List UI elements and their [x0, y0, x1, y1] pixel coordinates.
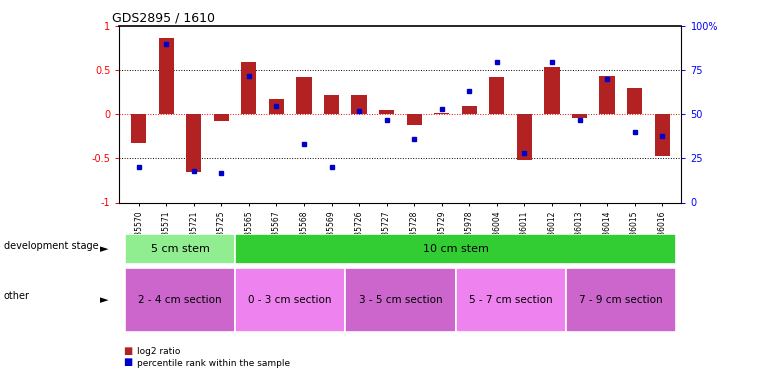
Bar	[186, 114, 201, 172]
Bar	[627, 88, 642, 114]
Text: GDS2895 / 1610: GDS2895 / 1610	[112, 11, 215, 24]
Text: log2 ratio: log2 ratio	[137, 347, 180, 356]
Bar	[462, 106, 477, 114]
Text: development stage: development stage	[4, 241, 99, 250]
Text: ■: ■	[123, 346, 132, 356]
Text: 7 - 9 cm section: 7 - 9 cm section	[579, 295, 663, 305]
Text: ►: ►	[100, 244, 109, 254]
Bar	[324, 95, 339, 114]
Bar	[600, 76, 614, 114]
Bar	[235, 234, 676, 264]
Bar	[434, 112, 450, 114]
Bar	[654, 114, 670, 156]
Bar	[296, 77, 312, 114]
Text: 2 - 4 cm section: 2 - 4 cm section	[138, 295, 222, 305]
Bar	[125, 234, 235, 264]
Bar	[269, 99, 284, 114]
Text: ■: ■	[123, 357, 132, 368]
Bar	[517, 114, 532, 160]
Bar	[456, 268, 566, 332]
Text: other: other	[4, 291, 30, 301]
Bar	[566, 268, 676, 332]
Text: ►: ►	[100, 295, 109, 305]
Text: 5 cm stem: 5 cm stem	[150, 244, 209, 254]
Text: 3 - 5 cm section: 3 - 5 cm section	[359, 295, 442, 305]
Text: 5 - 7 cm section: 5 - 7 cm section	[469, 295, 552, 305]
Bar	[159, 38, 174, 114]
Bar	[345, 268, 456, 332]
Text: percentile rank within the sample: percentile rank within the sample	[137, 358, 290, 368]
Bar	[407, 114, 422, 125]
Bar	[379, 110, 394, 114]
Bar	[351, 95, 367, 114]
Bar	[125, 268, 235, 332]
Bar	[544, 67, 560, 114]
Bar	[131, 114, 146, 144]
Text: 0 - 3 cm section: 0 - 3 cm section	[249, 295, 332, 305]
Bar	[235, 268, 345, 332]
Bar	[489, 77, 504, 114]
Bar	[572, 114, 587, 118]
Bar	[214, 114, 229, 120]
Bar	[241, 62, 256, 114]
Text: 10 cm stem: 10 cm stem	[423, 244, 488, 254]
